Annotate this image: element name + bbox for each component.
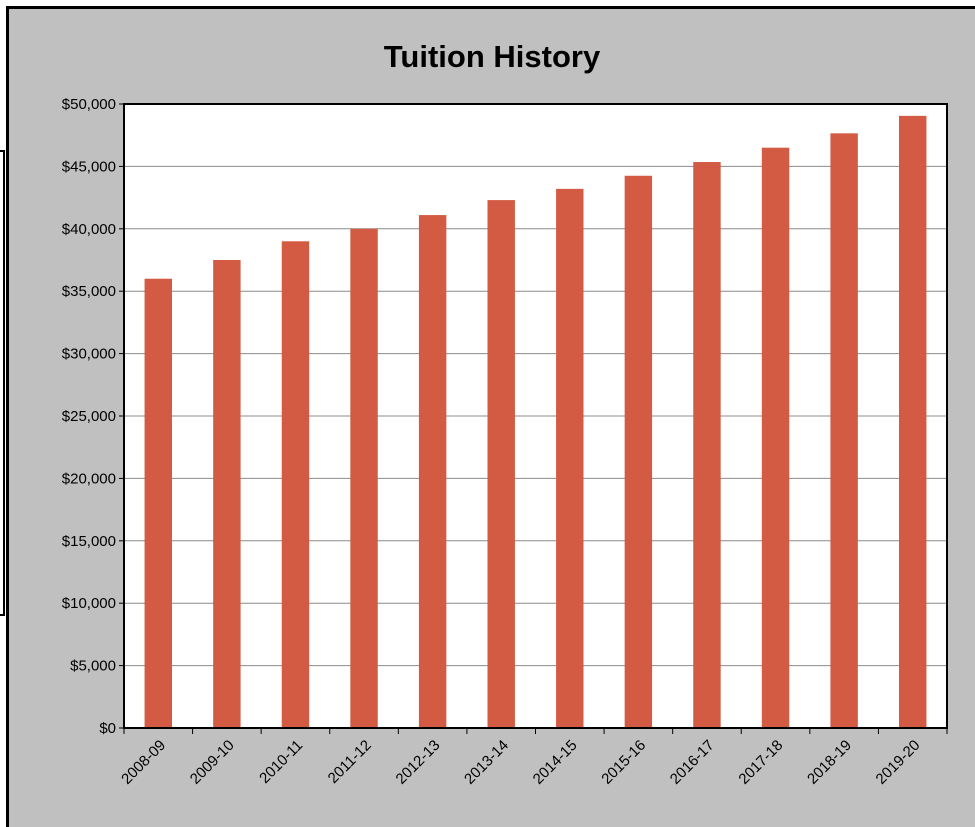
y-tick-label: $50,000	[62, 96, 116, 113]
x-tick-label: 2016-17	[667, 737, 718, 788]
x-tick-label: 2015-16	[598, 737, 649, 788]
y-tick-label: $45,000	[62, 158, 116, 175]
bar	[144, 278, 173, 728]
x-tick-label: 2010-11	[256, 737, 306, 787]
y-tick-label: $25,000	[62, 408, 116, 425]
x-tick-label: 2019-20	[873, 737, 924, 788]
y-tick-label: $30,000	[62, 346, 116, 363]
x-tick-label: 2009-10	[187, 737, 238, 788]
x-tick-label: 2008-09	[118, 737, 169, 788]
x-tick-label: 2013-14	[461, 737, 512, 788]
chart-title: Tuition History	[383, 39, 601, 74]
x-tick-label: 2018-19	[804, 737, 855, 788]
plot-border	[123, 103, 948, 729]
x-tick-label: 2014-15	[530, 737, 581, 788]
bar	[761, 147, 790, 728]
bar	[487, 200, 515, 728]
bar	[281, 241, 310, 728]
bar	[898, 115, 927, 728]
y-tick-label: $15,000	[62, 533, 116, 550]
partial-border-line	[0, 150, 5, 616]
bar	[418, 215, 447, 728]
y-tick-label: $5,000	[70, 658, 116, 675]
y-tick-label: $0	[99, 720, 116, 737]
bar	[213, 260, 241, 728]
y-tick-label: $10,000	[62, 595, 116, 612]
bar	[830, 133, 858, 728]
bar	[556, 188, 584, 728]
y-tick-label: $35,000	[62, 283, 116, 300]
x-tick-label: 2012-13	[392, 737, 443, 788]
bar	[624, 175, 653, 728]
y-tick-label: $40,000	[62, 221, 116, 238]
x-tick-label: 2011-12	[325, 737, 375, 787]
bar	[350, 228, 378, 729]
bar	[693, 162, 721, 729]
x-tick-label: 2017-18	[735, 737, 786, 788]
y-tick-label: $20,000	[62, 470, 116, 487]
